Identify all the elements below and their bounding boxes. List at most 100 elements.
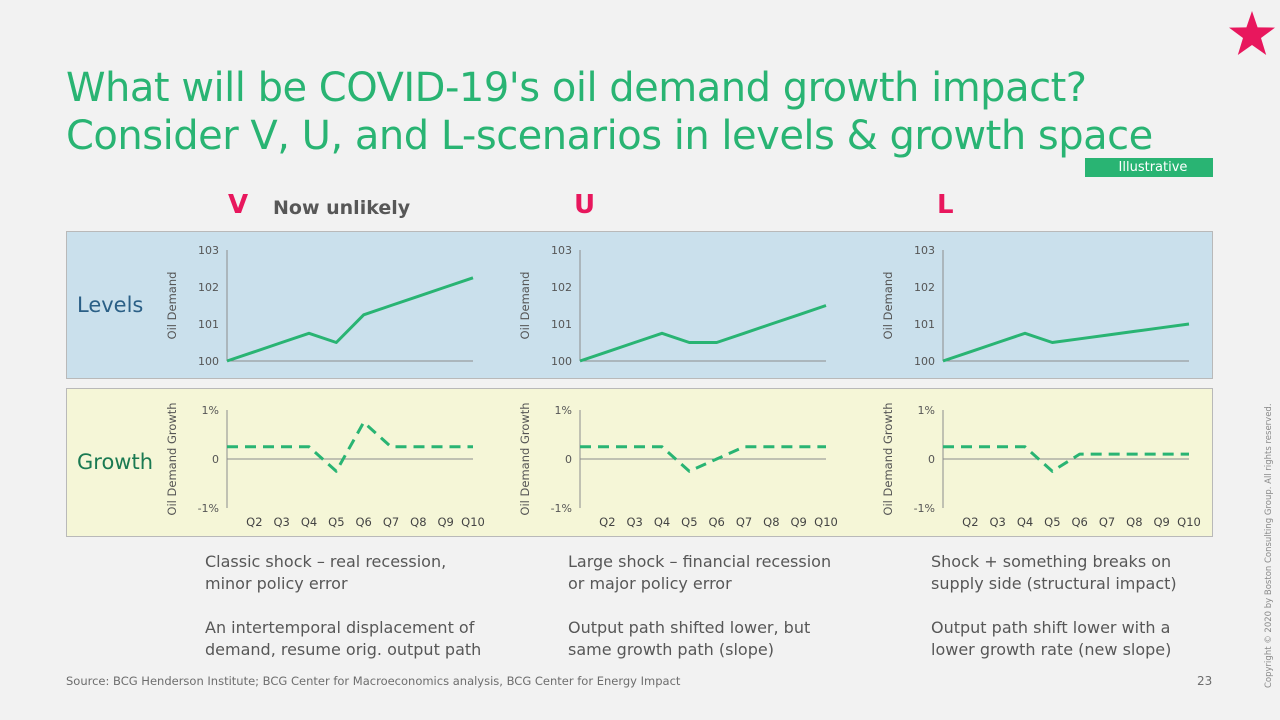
u-growth-y-tick-label: 1% — [555, 404, 572, 417]
v-levels-data-point — [335, 341, 338, 344]
row-label-levels: Levels — [77, 293, 144, 317]
l-growth-y-tick-label: 0 — [928, 453, 935, 466]
scenario-letter-l: L — [937, 190, 954, 220]
u-growth-data-point — [797, 445, 800, 448]
l-levels-data-point — [1160, 326, 1163, 329]
l-growth-y-tick-label: -1% — [914, 502, 935, 515]
v-levels-y-axis-title: Oil Demand — [165, 272, 179, 340]
v-growth-x-tick-label: Q5 — [328, 515, 344, 529]
l-levels-data-point — [1078, 337, 1081, 340]
u-growth-x-tick-label: Q9 — [790, 515, 806, 529]
l-growth-data-point — [1133, 453, 1136, 456]
l-growth-data-point — [969, 445, 972, 448]
u-growth-data-point — [579, 445, 582, 448]
v-levels-data-point — [390, 304, 393, 307]
v-growth-data-point — [280, 445, 283, 448]
description-cause: Shock + something breaks on supply side (… — [931, 552, 1177, 593]
u-growth-data-point — [743, 445, 746, 448]
u-growth-x-tick-label: Q3 — [626, 515, 642, 529]
u-growth-series-line — [580, 445, 826, 473]
u-levels-y-tick-label: 101 — [551, 318, 572, 331]
u-levels-data-point — [715, 341, 718, 344]
v-levels-y-tick-label: 103 — [198, 244, 219, 257]
l-growth-data-point — [1188, 453, 1191, 456]
v-growth-data-point — [472, 445, 475, 448]
scenario-description-v: Classic shock – real recession, minor pol… — [205, 551, 545, 661]
u-growth-data-point — [715, 458, 718, 461]
l-levels-y-tick-label: 100 — [914, 355, 935, 368]
slide-title: What will be COVID-19's oil demand growt… — [66, 64, 1153, 160]
l-levels-data-point — [1024, 332, 1027, 335]
u-growth-data-point — [633, 445, 636, 448]
u-levels-data-point — [579, 360, 582, 363]
l-growth-y-axis-title: Oil Demand Growth — [881, 402, 895, 515]
v-levels-data-point — [472, 276, 475, 279]
l-growth-x-tick-label: Q2 — [962, 515, 978, 529]
u-growth-data-point — [606, 445, 609, 448]
v-growth-x-tick-label: Q7 — [383, 515, 399, 529]
l-growth-data-point — [942, 445, 945, 448]
illustrative-tag: Illustrative — [1085, 158, 1213, 177]
u-growth-x-tick-label: Q10 — [814, 515, 838, 529]
growth-panel — [66, 388, 1213, 537]
l-levels-data-point — [1188, 323, 1191, 326]
l-growth-x-tick-label: Q5 — [1044, 515, 1060, 529]
v-levels-data-point — [362, 313, 365, 316]
l-levels-data-point — [996, 341, 999, 344]
v-levels-data-point — [226, 360, 229, 363]
l-growth-x-tick-label: Q3 — [989, 515, 1005, 529]
v-levels-y-tick-label: 102 — [198, 281, 219, 294]
v-growth-x-tick-label: Q3 — [273, 515, 289, 529]
u-levels-data-point — [743, 332, 746, 335]
row-label-growth: Growth — [77, 450, 154, 474]
l-growth-series-line — [943, 445, 1189, 473]
v-growth-x-tick-label: Q2 — [246, 515, 262, 529]
l-growth-data-point — [1078, 453, 1081, 456]
v-growth-data-point — [335, 470, 338, 473]
u-levels-data-point — [688, 341, 691, 344]
scenario-note-v: Now unlikely — [273, 197, 411, 219]
u-growth-x-tick-label: Q4 — [654, 515, 670, 529]
u-growth-x-tick-label: Q2 — [599, 515, 615, 529]
scenario-description-l: Shock + something breaks on supply side (… — [931, 551, 1271, 661]
u-growth-y-axis-title: Oil Demand Growth — [518, 402, 532, 515]
u-levels-series-line — [579, 304, 827, 363]
l-growth-x-tick-label: Q8 — [1126, 515, 1142, 529]
l-growth-data-point — [1106, 453, 1109, 456]
u-growth-y-tick-label: 0 — [565, 453, 572, 466]
l-growth-data-point — [1024, 445, 1027, 448]
l-levels-data-point — [1051, 341, 1054, 344]
source-note: Source: BCG Henderson Institute; BCG Cen… — [66, 674, 681, 688]
l-levels-data-point — [969, 350, 972, 353]
v-levels-data-point — [417, 295, 420, 298]
v-growth-x-tick-label: Q6 — [355, 515, 371, 529]
v-levels-series-line — [226, 276, 474, 363]
v-growth-x-tick-label: Q8 — [410, 515, 426, 529]
v-growth-data-point — [226, 445, 229, 448]
scenario-letter-v: V — [228, 190, 249, 220]
l-growth-x-tick-label: Q7 — [1099, 515, 1115, 529]
v-growth-series-line — [227, 420, 473, 473]
l-levels-data-point — [1133, 330, 1136, 333]
v-growth-data-point — [362, 421, 365, 424]
l-growth-data-point — [1160, 453, 1163, 456]
u-levels-y-tick-label: 103 — [551, 244, 572, 257]
v-growth-data-point — [308, 445, 311, 448]
u-growth-x-tick-label: Q6 — [708, 515, 724, 529]
scenario-description-u: Large shock – financial recession or majo… — [568, 551, 908, 661]
page-number: 23 — [1197, 674, 1213, 688]
v-growth-y-axis-title: Oil Demand Growth — [165, 402, 179, 515]
u-levels-y-axis-title: Oil Demand — [518, 272, 532, 340]
u-growth-y-tick-label: -1% — [551, 502, 572, 515]
u-levels-y-tick-label: 100 — [551, 355, 572, 368]
u-growth-data-point — [688, 470, 691, 473]
u-growth-data-point — [825, 445, 828, 448]
u-levels-y-tick-label: 102 — [551, 281, 572, 294]
description-cause: Large shock – financial recession or majo… — [568, 552, 832, 593]
l-growth-x-tick-label: Q9 — [1153, 515, 1169, 529]
u-growth-data-point — [661, 445, 664, 448]
l-growth-x-tick-label: Q10 — [1177, 515, 1201, 529]
u-growth-x-tick-label: Q8 — [763, 515, 779, 529]
v-growth-y-tick-label: 0 — [212, 453, 219, 466]
